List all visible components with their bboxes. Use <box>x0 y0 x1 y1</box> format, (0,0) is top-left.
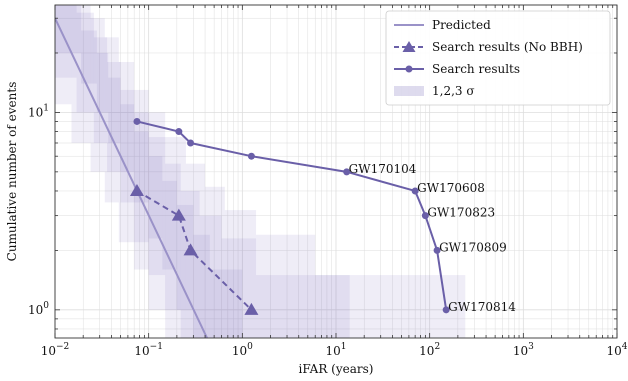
sigma-band-3-segment <box>118 62 135 243</box>
sigma-band-1-segment <box>193 234 210 338</box>
sigma-band-1-segment <box>148 156 163 239</box>
search-results-no-bbh-point <box>171 208 186 221</box>
legend-item-no-bbh: Search results (No BBH) <box>394 40 583 54</box>
sigma-band-2-segment <box>221 238 257 338</box>
x-tick-label: 103 <box>513 342 534 358</box>
search-results-point <box>187 139 195 147</box>
sigma-band-2-segment <box>199 215 222 338</box>
sigma-band-2-segment <box>76 12 94 113</box>
sigma-band-1-segment <box>108 77 121 143</box>
grid <box>54 5 618 338</box>
legend-circle-marker <box>405 65 413 73</box>
search-results-point <box>175 128 183 136</box>
event-label-gw170809: GW170809 <box>439 240 507 254</box>
predicted-line <box>55 17 208 338</box>
sigma-band-1-segment <box>209 269 243 338</box>
sigma-band-3-segment <box>205 186 225 338</box>
sigma-band-3-segment <box>134 89 149 270</box>
sigma-band-3-segment <box>90 18 105 172</box>
legend-label-predicted: Predicted <box>432 18 491 32</box>
event-label-gw170823: GW170823 <box>427 206 495 220</box>
sigma-band-1-segment <box>120 104 135 172</box>
legend-item-search: Search results <box>394 62 520 76</box>
sigma-band-3-segment <box>315 275 466 338</box>
y-tick-label: 101 <box>28 103 49 119</box>
sigma-band-1-segment <box>81 30 97 84</box>
search-results-no-bbh-point <box>183 243 198 256</box>
search-results-point <box>343 168 351 176</box>
sigma-band-3-segment <box>104 37 119 203</box>
y-tick-label: 100 <box>28 301 49 317</box>
legend-item-predicted: Predicted <box>394 18 491 32</box>
legend-label-band: 1,2,3 σ <box>432 84 475 98</box>
legend-label-search: Search results <box>432 62 520 76</box>
y-axis-label: Cumulative number of events <box>5 82 19 262</box>
search-results-no-bbh-point <box>244 302 259 315</box>
search-results-point <box>433 246 441 254</box>
search-results-point <box>247 152 255 160</box>
x-tick-label: 102 <box>419 342 440 358</box>
sigma-band-2-segment <box>120 89 135 203</box>
search-results-no-bbh-point <box>129 183 144 196</box>
event-label-gw170814: GW170814 <box>448 300 516 314</box>
predicted-line-group <box>55 17 208 338</box>
event-label-gw170104: GW170104 <box>349 162 417 176</box>
event-label-gw170608: GW170608 <box>417 181 485 195</box>
search-results-no-bbh-line <box>136 190 253 311</box>
sigma-band-3-segment <box>256 234 316 338</box>
search-results-point <box>411 187 419 195</box>
search-results-point <box>133 117 141 125</box>
legend-item-band: 1,2,3 σ <box>394 84 475 98</box>
sigma-band-2-segment <box>180 190 200 338</box>
sigma-band-2-segment <box>107 62 121 172</box>
x-axis-label: iFAR (years) <box>299 362 374 376</box>
x-tick-label: 100 <box>232 342 253 358</box>
sigma-band-3-segment <box>185 163 206 338</box>
x-tick-label: 10−1 <box>134 342 163 358</box>
sigma-band-1-segment <box>162 180 177 270</box>
x-tick-label: 10−2 <box>41 342 70 358</box>
legend-swatch-band <box>394 86 424 96</box>
x-tick-label: 104 <box>606 342 627 358</box>
sigma-band-1-segment <box>134 131 149 203</box>
sigma-band-1-segment <box>96 52 109 113</box>
sigma-band-3-segment <box>165 137 186 338</box>
sigma-band-2-segment <box>256 275 350 338</box>
legend-label-no-bbh: Search results (No BBH) <box>432 40 583 54</box>
sigma-band-3-segment <box>55 5 72 105</box>
legend: Predicted Search results (No BBH) Search… <box>385 10 611 106</box>
axis-ticks: 10−2 10−1 100 101 102 103 104 100 101 <box>28 5 628 358</box>
legend-box <box>385 10 611 106</box>
x-tick-label: 101 <box>325 342 346 358</box>
sigma-band-3-segment <box>148 112 166 310</box>
sigma-band-2-segment <box>93 37 108 143</box>
legend-triangle-marker <box>402 41 416 52</box>
search-results-point <box>421 212 429 220</box>
search-results-point <box>442 306 450 314</box>
series-group <box>129 117 450 315</box>
sigma-band-3-segment <box>224 210 257 338</box>
